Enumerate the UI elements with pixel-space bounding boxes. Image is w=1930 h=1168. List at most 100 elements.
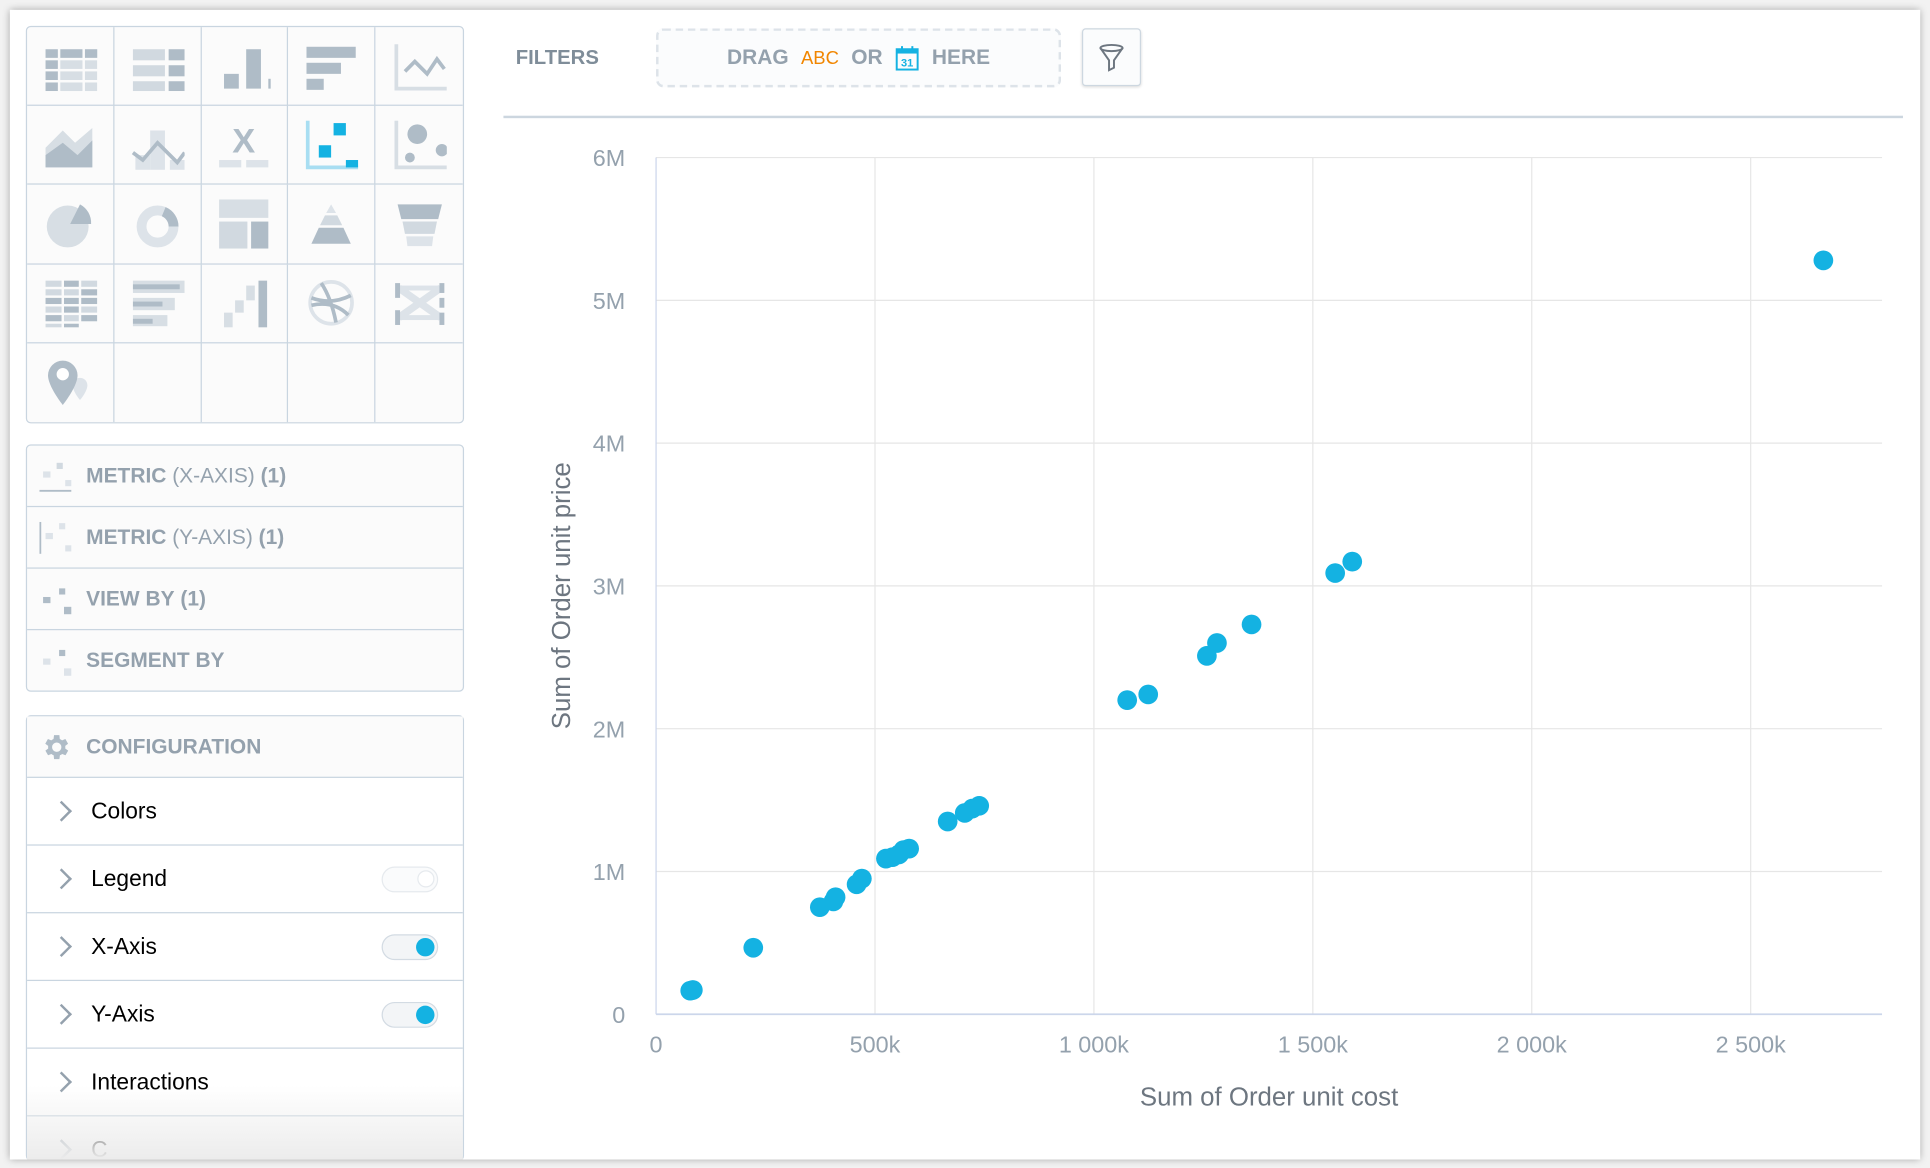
repeater-icon (132, 48, 185, 91)
x-axis-toggle[interactable] (381, 933, 439, 960)
legend-toggle[interactable] (381, 865, 439, 892)
heatmap-icon (45, 280, 98, 328)
calendar-day: 31 (901, 57, 913, 69)
config-section-x-axis[interactable]: X-Axis (27, 913, 463, 982)
config-section-colors[interactable]: Colors (27, 778, 463, 846)
scatter-point[interactable] (1813, 250, 1834, 271)
line-chart-icon (394, 43, 447, 90)
filters-label: FILTERS (515, 46, 599, 69)
config-section-interactions[interactable]: Interactions (27, 1049, 463, 1117)
section-label: Legend (91, 865, 168, 892)
chart-type-headline[interactable]: X (201, 106, 289, 186)
chart-type-picker: X (25, 25, 465, 424)
funnel-filter-icon (1099, 43, 1124, 72)
x-tick-label: 1 000k (1059, 1031, 1129, 1057)
config-section-y-axis[interactable]: Y-Axis (27, 981, 463, 1049)
chart-type-bar[interactable] (288, 27, 376, 107)
map-pin-icon (47, 360, 88, 405)
chart-type-geo-pushpin[interactable] (27, 343, 115, 423)
chart-type-table[interactable] (27, 27, 115, 107)
y-axis-title: Sum of Order unit price (548, 462, 576, 729)
chart-type-column[interactable] (201, 27, 289, 107)
chart-type-line[interactable] (375, 27, 463, 107)
chevron-right-icon (51, 1071, 72, 1093)
chart-type-bullet[interactable] (114, 264, 202, 344)
chart-type-area[interactable] (27, 106, 115, 186)
x-tick-label: 2 000k (1497, 1031, 1567, 1057)
y-axis-toggle[interactable] (381, 1001, 439, 1028)
analytical-designer-window: X METRIC (X-AXIS) (1) METRIC (Y-AXIS) (1… (9, 9, 1921, 1160)
segment-by-icon (43, 649, 72, 676)
section-label: Colors (91, 797, 157, 824)
area-chart-icon (45, 127, 93, 168)
x-tick-label: 0 (650, 1031, 663, 1057)
table-icon (45, 48, 98, 91)
scatter-point[interactable] (969, 795, 990, 816)
filter-button[interactable] (1081, 28, 1142, 87)
chart-type-pyramid[interactable] (288, 185, 376, 265)
chevron-right-icon (51, 1139, 72, 1160)
funnel-chart-icon (397, 204, 442, 247)
sankey-icon (394, 283, 444, 326)
section-label: Interactions (91, 1068, 209, 1095)
scatter-point[interactable] (1342, 551, 1363, 572)
scatter-point[interactable] (1207, 633, 1227, 653)
bucket-metric-y[interactable]: METRIC (Y-AXIS) (1) (27, 507, 463, 569)
chart-type-scatter[interactable] (288, 106, 376, 186)
config-section-partial[interactable]: C (27, 1116, 463, 1160)
config-section-legend[interactable]: Legend (27, 846, 463, 914)
bullet-chart-icon (132, 280, 185, 327)
y-tick-label: 5M (593, 288, 625, 314)
scatter-chart-icon (306, 120, 359, 169)
empty-cell (289, 343, 376, 423)
scatter-point[interactable] (683, 980, 703, 1000)
bucket-title: VIEW BY (86, 586, 175, 610)
bucket-view-by[interactable]: VIEW BY (1) (27, 569, 463, 631)
x-tick-label: 500k (850, 1031, 901, 1057)
bucket-segment-by[interactable]: SEGMENT BY (27, 630, 463, 690)
chart-type-headline-table[interactable] (114, 27, 202, 107)
chevron-right-icon (51, 936, 72, 958)
buckets-panel: METRIC (X-AXIS) (1) METRIC (Y-AXIS) (1) … (25, 444, 465, 692)
calendar-icon: 31 (895, 45, 919, 70)
treemap-icon (219, 199, 269, 249)
filters-divider (503, 115, 1903, 118)
headline-icon: X (219, 122, 269, 168)
bucket-qualifier: (Y-AXIS) (172, 524, 253, 549)
chart-type-dependency-wheel[interactable] (288, 264, 376, 344)
chart-type-funnel[interactable] (375, 185, 463, 265)
scatter-point[interactable] (1241, 614, 1262, 635)
scatter-point[interactable] (852, 868, 872, 889)
bucket-count: (1) (260, 463, 287, 487)
scatter-point[interactable] (899, 838, 919, 859)
scatter-point[interactable] (937, 811, 958, 832)
svg-text:X: X (233, 122, 256, 160)
chart-type-treemap[interactable] (201, 185, 289, 265)
chart-type-sankey[interactable] (375, 264, 463, 344)
scatter-point[interactable] (743, 937, 764, 958)
toggle-knob (416, 1005, 435, 1024)
configuration-title: CONFIGURATION (86, 734, 262, 758)
chart-type-waterfall[interactable] (201, 264, 289, 344)
scatter-point[interactable] (1325, 563, 1346, 583)
scatter-point[interactable] (1138, 684, 1159, 705)
x-tick-label: 2 500k (1716, 1031, 1786, 1057)
filter-dropzone[interactable]: DRAG ABC OR 31 HERE (656, 28, 1062, 88)
x-axis-title: Sum of Order unit cost (1140, 1083, 1398, 1111)
empty-cell (114, 343, 202, 423)
chart-type-combo[interactable] (114, 106, 202, 186)
drag-text: DRAG (727, 45, 789, 69)
chart-type-heatmap[interactable] (27, 264, 115, 344)
scatter-point[interactable] (1117, 690, 1138, 710)
bucket-title: METRIC (86, 524, 167, 549)
bubble-chart-icon (394, 120, 447, 169)
scatter-point[interactable] (825, 887, 846, 908)
bucket-metric-x[interactable]: METRIC (X-AXIS) (1) (27, 446, 463, 508)
chart-type-donut[interactable] (114, 185, 202, 265)
chart-type-pie[interactable] (27, 185, 115, 265)
x-tick-label: 1 500k (1278, 1031, 1348, 1057)
waterfall-chart-icon (224, 280, 268, 328)
chart-type-bubble[interactable] (375, 106, 463, 186)
view-by-icon (43, 587, 72, 614)
toggle-knob (417, 869, 435, 887)
